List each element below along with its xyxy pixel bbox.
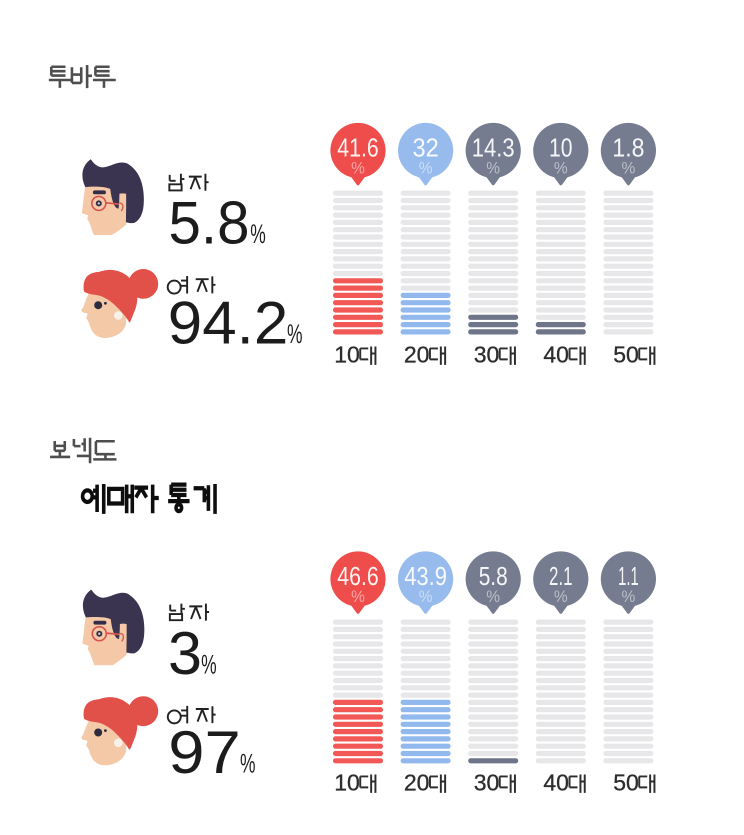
svg-text:%: % <box>201 649 217 679</box>
svg-text:50: 50 <box>613 342 639 368</box>
svg-text:1.1: 1.1 <box>618 563 639 591</box>
svg-text:2.1: 2.1 <box>549 563 573 591</box>
svg-text:%: % <box>554 159 568 178</box>
svg-text:%: % <box>622 587 636 606</box>
svg-text:%: % <box>622 159 636 178</box>
svg-text:10: 10 <box>549 135 573 163</box>
svg-text:97: 97 <box>168 719 241 786</box>
svg-text:%: % <box>240 748 256 778</box>
svg-text:94.2: 94.2 <box>168 290 289 357</box>
svg-text:%: % <box>419 587 433 606</box>
svg-text:14.3: 14.3 <box>472 135 515 163</box>
svg-text:46.6: 46.6 <box>337 563 379 591</box>
svg-text:%: % <box>351 587 365 606</box>
svg-text:10: 10 <box>334 342 360 368</box>
svg-text:1.8: 1.8 <box>612 135 644 163</box>
svg-text:10: 10 <box>334 770 360 796</box>
svg-text:%: % <box>554 587 568 606</box>
svg-text:%: % <box>250 219 265 249</box>
svg-text:3: 3 <box>168 620 202 687</box>
svg-text:20: 20 <box>404 342 430 368</box>
svg-text:20: 20 <box>404 770 430 796</box>
svg-text:41.6: 41.6 <box>337 135 379 163</box>
svg-text:43.9: 43.9 <box>404 563 447 591</box>
svg-text:%: % <box>486 159 500 178</box>
svg-text:40: 40 <box>543 770 569 796</box>
svg-text:5.8: 5.8 <box>479 563 508 591</box>
svg-text:%: % <box>486 587 500 606</box>
svg-text:40: 40 <box>543 342 569 368</box>
svg-text:%: % <box>351 159 365 178</box>
svg-text:%: % <box>419 159 433 178</box>
svg-text:32: 32 <box>412 135 438 163</box>
svg-text:30: 30 <box>474 770 500 796</box>
svg-text:5.8: 5.8 <box>169 190 250 257</box>
svg-text:30: 30 <box>474 342 500 368</box>
svg-text:%: % <box>287 319 303 349</box>
svg-text:50: 50 <box>613 770 639 796</box>
